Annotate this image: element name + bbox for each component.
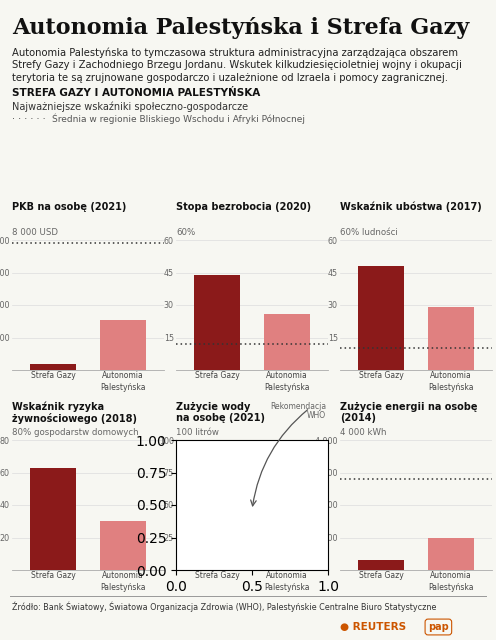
Text: (2014): (2014) (340, 413, 376, 423)
Bar (358, 266, 404, 370)
Text: Strefa Gazy: Strefa Gazy (31, 371, 75, 381)
Text: Strefa Gazy: Strefa Gazy (359, 572, 403, 580)
Text: STREFA GAZY I AUTONOMIA PALESTYŃSKA: STREFA GAZY I AUTONOMIA PALESTYŃSKA (12, 88, 260, 98)
Text: 8 000 USD: 8 000 USD (12, 228, 58, 237)
Text: Zużycie wody: Zużycie wody (176, 402, 250, 412)
Text: żywnościowego (2018): żywnościowego (2018) (12, 413, 137, 424)
Text: 60% ludności: 60% ludności (340, 228, 398, 237)
Bar (428, 307, 474, 370)
Text: 4 000 kWh: 4 000 kWh (340, 428, 386, 437)
Text: Wskaźnik ubóstwa (2017): Wskaźnik ubóstwa (2017) (340, 202, 482, 212)
Text: pap: pap (428, 622, 449, 632)
Text: Autonomia
Palestyńska: Autonomia Palestyńska (264, 371, 310, 392)
Text: 100 litrów: 100 litrów (176, 428, 219, 437)
Bar (30, 364, 76, 370)
Text: Średnia w regionie Bliskiego Wschodu i Afryki Północnej: Średnia w regionie Bliskiego Wschodu i A… (52, 114, 305, 125)
Text: Wskaźnik ryzyka: Wskaźnik ryzyka (12, 402, 104, 413)
Text: Autonomia
Palestyńska: Autonomia Palestyńska (428, 572, 474, 591)
Text: Źródło: Bank Światowy, Światowa Organizacja Zdrowia (WHO), Palestyńskie Centraln: Źródło: Bank Światowy, Światowa Organiza… (12, 602, 436, 612)
Text: Strefa Gazy: Strefa Gazy (194, 371, 240, 381)
Text: Stopa bezrobocia (2020): Stopa bezrobocia (2020) (176, 202, 311, 212)
Text: · · · · · ·: · · · · · · (12, 114, 46, 124)
Bar (194, 467, 240, 570)
Bar (264, 314, 310, 370)
Text: Zużycie energii na osobę: Zużycie energii na osobę (340, 402, 478, 412)
Text: Najważniejsze wskaźniki społeczno-gospodarcze: Najważniejsze wskaźniki społeczno-gospod… (12, 101, 248, 111)
Text: 60%: 60% (176, 228, 195, 237)
Bar (100, 321, 146, 370)
Text: terytoria te są zrujnowane gospodarczo i uzależnione od Izraela i pomocy zagrani: terytoria te są zrujnowane gospodarczo i… (12, 73, 448, 83)
Bar (428, 538, 474, 570)
Text: Strefa Gazy: Strefa Gazy (31, 572, 75, 580)
Bar (264, 462, 310, 570)
Bar (194, 275, 240, 370)
Text: WHO: WHO (307, 411, 326, 420)
Text: ● REUTERS: ● REUTERS (340, 622, 406, 632)
Text: na osobę (2021): na osobę (2021) (176, 413, 265, 423)
Text: Autonomia
Palestyńska: Autonomia Palestyńska (100, 572, 146, 591)
Text: Autonomia
Palestyńska: Autonomia Palestyńska (428, 371, 474, 392)
Text: Strefa Gazy: Strefa Gazy (359, 371, 403, 381)
Text: Autonomia Palestyńska to tymczasowa struktura administracyjna zarządzająca obsza: Autonomia Palestyńska to tymczasowa stru… (12, 47, 458, 58)
Text: Autonomia
Palestyńska: Autonomia Palestyńska (100, 371, 146, 392)
Bar (358, 559, 404, 570)
Bar (30, 468, 76, 570)
Text: Rekomendacja: Rekomendacja (270, 402, 326, 411)
Text: Autonomia Palestyńska i Strefa Gazy: Autonomia Palestyńska i Strefa Gazy (12, 17, 469, 39)
Text: Autonomia
Palestyńska: Autonomia Palestyńska (264, 572, 310, 591)
Text: Strefy Gazy i Zachodniego Brzegu Jordanu. Wskutek kilkudziesięcioletniej wojny i: Strefy Gazy i Zachodniego Brzegu Jordanu… (12, 60, 462, 70)
Text: 80% gospodarstw domowych: 80% gospodarstw domowych (12, 428, 138, 437)
Text: PKB na osobę (2021): PKB na osobę (2021) (12, 202, 126, 212)
Text: Strefa Gazy: Strefa Gazy (194, 572, 240, 580)
Bar (100, 521, 146, 570)
